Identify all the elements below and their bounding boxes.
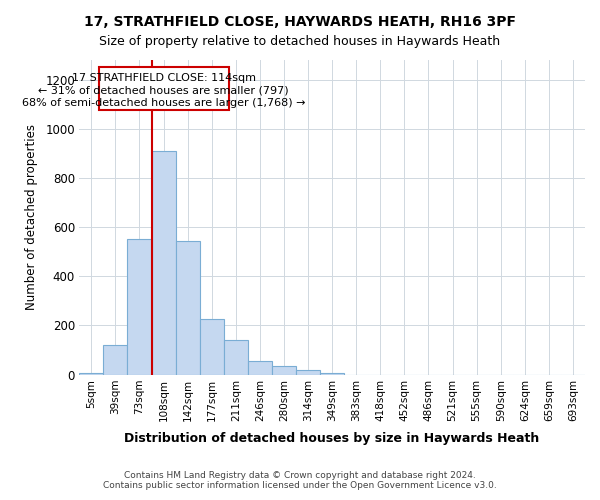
Text: Contains HM Land Registry data © Crown copyright and database right 2024.
Contai: Contains HM Land Registry data © Crown c… (103, 470, 497, 490)
X-axis label: Distribution of detached houses by size in Haywards Heath: Distribution of detached houses by size … (125, 432, 540, 445)
Bar (151, 151, 176, 374)
Bar (176, 240, 200, 374)
Text: ← 31% of detached houses are smaller (797): ← 31% of detached houses are smaller (79… (38, 86, 289, 96)
Text: Size of property relative to detached houses in Haywards Heath: Size of property relative to detached ho… (100, 35, 500, 48)
Bar (296, 370, 320, 374)
Bar (103, 345, 127, 374)
Y-axis label: Number of detached properties: Number of detached properties (25, 124, 38, 310)
Bar (127, 240, 151, 374)
Text: 68% of semi-detached houses are larger (1,768) →: 68% of semi-detached houses are larger (… (22, 98, 305, 108)
Bar (272, 366, 296, 374)
Text: 17 STRATHFIELD CLOSE: 114sqm: 17 STRATHFIELD CLOSE: 114sqm (71, 74, 256, 84)
FancyBboxPatch shape (98, 68, 229, 110)
Bar (224, 340, 248, 374)
Text: 17, STRATHFIELD CLOSE, HAYWARDS HEATH, RH16 3PF: 17, STRATHFIELD CLOSE, HAYWARDS HEATH, R… (84, 15, 516, 29)
Bar (200, 320, 224, 374)
Bar (248, 361, 272, 374)
